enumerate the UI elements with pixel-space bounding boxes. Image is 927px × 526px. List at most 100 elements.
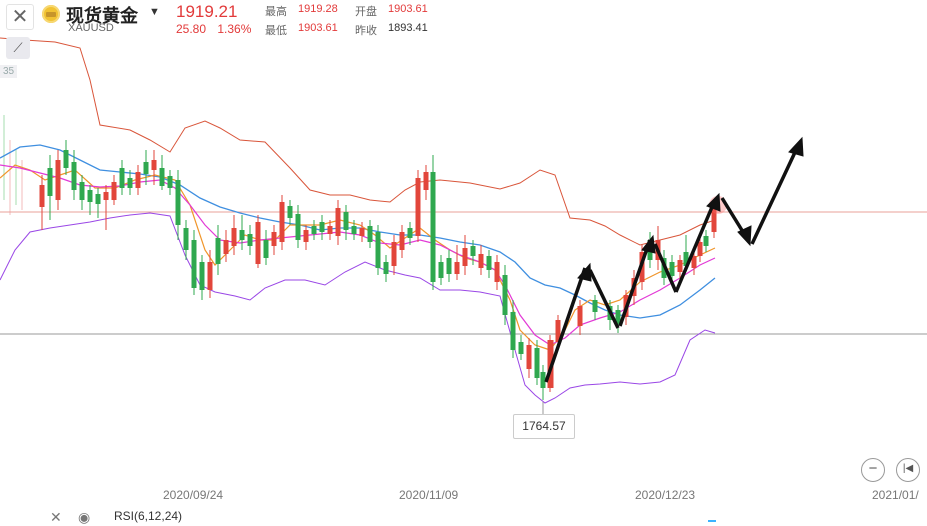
candle (71, 162, 77, 190)
candle (271, 232, 277, 246)
candle (135, 172, 141, 188)
candle (592, 300, 598, 312)
candle (303, 230, 309, 242)
skip-start-button[interactable]: |◀ (896, 458, 920, 482)
candle (143, 162, 149, 174)
candle (703, 236, 709, 246)
candle (191, 240, 197, 288)
instrument-symbol: XAUUSD (68, 22, 114, 34)
change-value: 25.80 (176, 22, 207, 36)
eye-icon[interactable]: ◉ (78, 509, 91, 525)
candle (279, 202, 285, 242)
candle (478, 254, 484, 268)
candle (470, 246, 476, 256)
candle (438, 262, 444, 278)
candle (577, 306, 583, 326)
candle (391, 242, 397, 266)
candle (223, 240, 229, 254)
candle (691, 256, 697, 268)
indicator-bar: ✕ ◉ RSI(6,12,24) (0, 507, 927, 525)
candle (407, 228, 413, 238)
candle (183, 228, 189, 250)
close-button[interactable]: ✕ (6, 4, 34, 30)
line-draw-icon: ⟋ (13, 40, 23, 55)
candle (383, 262, 389, 274)
candle (683, 252, 689, 266)
candle (502, 275, 508, 315)
candle (255, 222, 261, 264)
low-label: 最低 (265, 25, 287, 37)
price-change: 25.80 1.36% (176, 22, 259, 36)
candle (615, 310, 621, 324)
candle (446, 258, 452, 274)
candle (669, 262, 675, 276)
candle (63, 150, 69, 168)
candle (47, 168, 53, 196)
candle (159, 168, 165, 186)
candle (199, 262, 205, 290)
candle (343, 212, 349, 230)
candle (39, 185, 45, 207)
candle (555, 320, 561, 342)
candle (119, 168, 125, 188)
candle (239, 230, 245, 240)
candle (311, 226, 317, 234)
candle (327, 226, 333, 234)
candle (263, 240, 269, 258)
candle (207, 262, 213, 290)
candle (423, 172, 429, 190)
x-tick-label: 2021/01/ (872, 488, 919, 502)
high-value: 1919.28 (298, 3, 338, 15)
candle (231, 228, 237, 246)
draw-tool-button[interactable]: ⟋ (6, 37, 30, 59)
low-value: 1903.61 (298, 22, 338, 34)
candle (526, 345, 532, 369)
last-price: 1919.21 (176, 2, 238, 21)
candle (127, 178, 133, 188)
candle (335, 208, 341, 236)
candle (534, 348, 540, 378)
candle (399, 232, 405, 250)
faint-history (3, 115, 23, 215)
candle (215, 238, 221, 264)
skip-start-icon: |◀ (902, 463, 914, 474)
change-percent: 1.36% (217, 22, 252, 36)
open-label: 开盘 (355, 6, 377, 18)
low-price-annotation: 1764.57 (513, 414, 575, 439)
candle (711, 206, 717, 232)
candle (175, 180, 181, 225)
instrument-name[interactable]: 现货黄金 (66, 6, 138, 26)
candle (247, 234, 253, 246)
rsi-label[interactable]: RSI(6,12,24) (114, 509, 183, 523)
prev-close-value: 1893.41 (388, 22, 428, 34)
candle (151, 160, 157, 170)
candle (55, 160, 61, 200)
candle (494, 262, 500, 282)
close-icon[interactable]: ✕ (11, 6, 29, 28)
x-tick-label: 2020/09/24 (163, 488, 224, 502)
candle (454, 262, 460, 274)
quote-header: ✕ 现货黄金 ▼ XAUUSD 1919.21 25.80 1.36% 最高 1… (0, 0, 927, 40)
ma-blue-line (0, 144, 716, 319)
candle (167, 176, 173, 188)
dropdown-caret-icon[interactable]: ▼ (149, 6, 160, 18)
zoom-out-button[interactable]: − (861, 458, 885, 482)
candle (79, 182, 85, 200)
candle (540, 372, 546, 388)
faint-axis-label: 35 (0, 65, 18, 78)
candle (367, 226, 373, 242)
x-tick-label: 2020/11/09 (399, 488, 459, 502)
candle (415, 178, 421, 236)
candle (87, 190, 93, 202)
candle (677, 260, 683, 272)
candle (359, 228, 365, 236)
open-value: 1903.61 (388, 3, 428, 15)
candle (351, 226, 357, 234)
candle (375, 232, 381, 268)
candle (319, 222, 325, 232)
forecast-arrows (544, 136, 804, 383)
candle (95, 194, 101, 204)
close-icon[interactable]: ✕ (50, 509, 62, 525)
high-label: 最高 (265, 6, 287, 18)
